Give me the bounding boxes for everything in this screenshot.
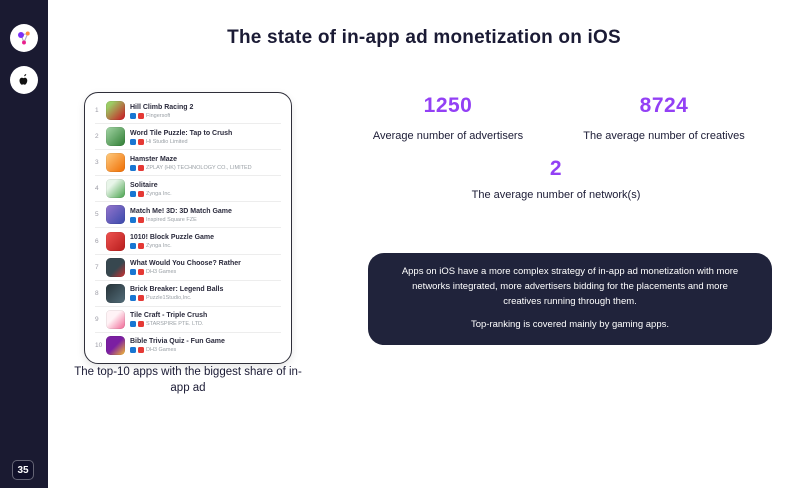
app-rank: 7	[95, 263, 99, 271]
info-paragraph: Top-ranking is covered mainly by gaming …	[470, 319, 669, 331]
app-list-row: 4 Solitaire Zynga Inc.	[95, 176, 281, 203]
brand-logo-graphic	[18, 31, 30, 45]
app-rank: 3	[95, 159, 99, 167]
app-icon	[106, 205, 125, 225]
app-list-row: 5 Match Me! 3D: 3D Match Game Inspired S…	[95, 202, 281, 229]
stat-networks: 2 The average number of network(s)	[340, 157, 772, 201]
app-name: Hamster Maze	[130, 155, 178, 163]
app-icon	[106, 309, 125, 329]
page-number-badge: 35	[12, 460, 34, 480]
stat-advertisers: 1250 Average number of advertisers	[340, 94, 556, 142]
flag-icon	[130, 243, 136, 250]
publisher-name: ZPLAY (HK) TECHNOLOGY CO., LIMITED	[146, 164, 252, 171]
app-list-row: 2 Word Tile Puzzle: Tap to Crush Hi Stud…	[95, 124, 281, 151]
app-name: Bible Trivia Quiz - Fun Game	[130, 338, 225, 346]
publisher-name: DH3 Games	[146, 347, 177, 354]
publisher-name: Zynga Inc.	[146, 190, 172, 197]
publisher-name: Hi Studio Limited	[146, 138, 188, 145]
platform-icon	[138, 321, 144, 328]
app-icon	[106, 335, 125, 355]
publisher-name: Inspired Square FZE	[146, 216, 197, 223]
platform-icon	[138, 138, 144, 145]
app-name: Brick Breaker: Legend Balls	[130, 286, 224, 294]
app-list-row: 7 What Would You Choose? Rather DH3 Game…	[95, 255, 281, 281]
top10-app-list-card: 1 Hill Climb Racing 2 Fingersoft 2 Word …	[84, 92, 292, 364]
app-icon	[106, 101, 125, 121]
page-title: The state of in-app ad monetization on i…	[227, 27, 621, 48]
app-list-row: 8 Brick Breaker: Legend Balls Puzzle1Stu…	[95, 281, 281, 307]
apple-glyph	[19, 73, 28, 85]
flag-icon	[130, 190, 136, 197]
summary-info-box: Apps on iOS have a more complex strategy…	[368, 253, 772, 345]
platform-icon	[138, 243, 144, 250]
flag-icon	[130, 347, 136, 354]
stat-label: The average number of creatives	[583, 130, 745, 142]
app-list-row: 6 1010! Block Puzzle Game Zynga Inc.	[95, 228, 281, 255]
stats-block: 1250 Average number of advertisers 8724 …	[340, 94, 772, 201]
app-name: What Would You Choose? Rather	[130, 260, 241, 268]
platform-icon	[138, 216, 144, 223]
stat-creatives: 8724 The average number of creatives	[556, 94, 772, 142]
app-rank: 5	[95, 211, 99, 219]
app-name: Match Me! 3D: 3D Match Game	[130, 207, 232, 215]
publisher-name: Zynga Inc.	[146, 243, 172, 250]
platform-icon	[138, 347, 144, 354]
stat-label: The average number of network(s)	[471, 189, 641, 201]
publisher-name: Puzzle1Studio,Inc.	[146, 295, 192, 302]
app-rank: 10	[95, 341, 103, 349]
stat-value: 8724	[639, 94, 689, 117]
app-rank: 4	[95, 185, 99, 193]
platform-icon	[138, 269, 144, 276]
flag-icon	[130, 216, 136, 223]
platform-icon	[138, 190, 144, 197]
app-name: Solitaire	[130, 181, 158, 189]
app-name: Hill Climb Racing 2	[130, 103, 194, 111]
publisher-name: DH3 Games	[146, 269, 177, 276]
app-rank: 1	[95, 107, 99, 115]
app-list-caption: The top-10 apps with the biggest share o…	[74, 366, 302, 394]
flag-icon	[130, 164, 136, 171]
flag-icon	[130, 269, 136, 276]
app-icon	[106, 179, 125, 199]
sidebar: 35	[0, 0, 48, 488]
info-paragraph: Apps on iOS have a more complex strategy…	[401, 266, 739, 307]
stat-value: 2	[549, 157, 563, 180]
app-rank: 9	[95, 315, 99, 323]
flag-icon	[130, 295, 136, 302]
app-rank: 6	[95, 237, 99, 245]
app-name: Tile Craft - Triple Crush	[130, 312, 208, 320]
app-list-row: 3 Hamster Maze ZPLAY (HK) TECHNOLOGY CO.…	[95, 150, 281, 177]
flag-icon	[130, 138, 136, 145]
stat-label: Average number of advertisers	[372, 130, 524, 142]
app-rank: 8	[95, 289, 99, 297]
platform-icon	[138, 112, 144, 119]
flag-icon	[130, 321, 136, 328]
app-icon	[106, 257, 125, 277]
app-icon	[106, 127, 125, 147]
app-icon	[106, 283, 125, 303]
brand-logo-icon	[10, 24, 38, 52]
publisher-name: STARSPIRE PTE. LTD.	[146, 321, 204, 328]
app-rank: 2	[95, 133, 99, 141]
platform-icon	[138, 164, 144, 171]
app-list-row: 9 Tile Craft - Triple Crush STARSPIRE PT…	[95, 307, 281, 333]
app-icon	[106, 153, 125, 173]
apple-icon	[10, 66, 38, 94]
app-icon	[106, 231, 125, 251]
app-list-row: 1 Hill Climb Racing 2 Fingersoft	[95, 98, 281, 125]
flag-icon	[130, 112, 136, 119]
publisher-name: Fingersoft	[146, 112, 171, 119]
app-name: 1010! Block Puzzle Game	[130, 233, 215, 241]
stat-value: 1250	[423, 94, 473, 117]
platform-icon	[138, 295, 144, 302]
app-name: Word Tile Puzzle: Tap to Crush	[130, 129, 233, 137]
app-list-row: 10 Bible Trivia Quiz - Fun Game DH3 Game…	[95, 333, 281, 358]
